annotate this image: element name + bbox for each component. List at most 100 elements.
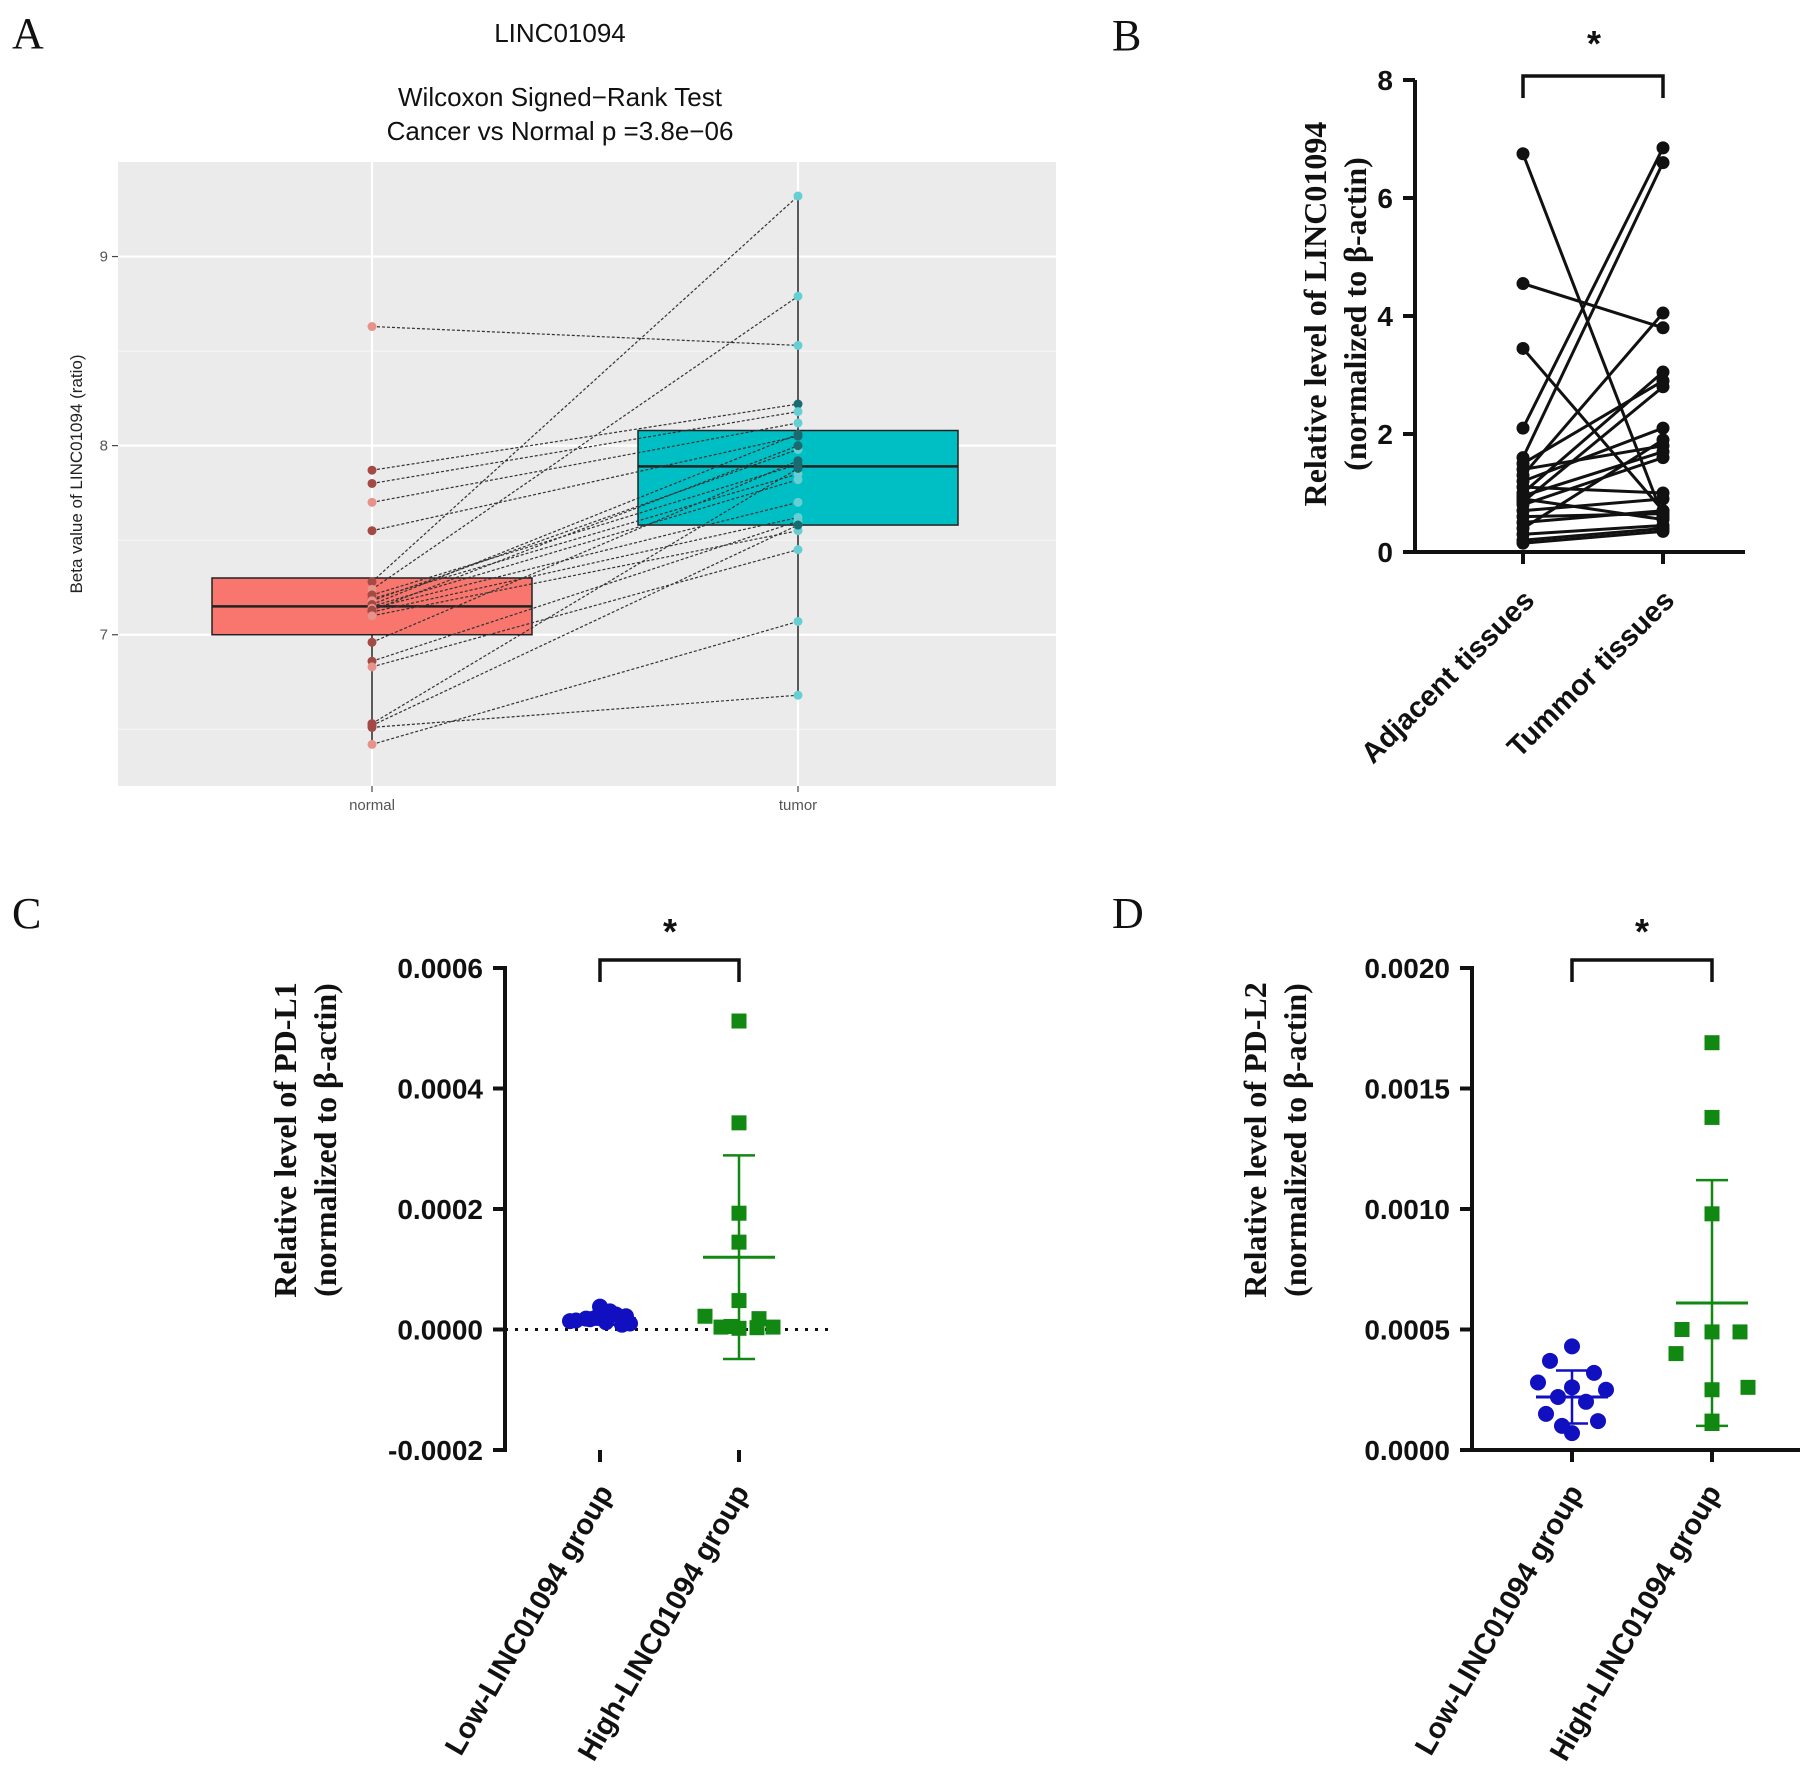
panel-d-y-label-line2: (normalized to β-actin) — [1277, 983, 1313, 1297]
panel-d-y-tick-label-1: 0.0005 — [1364, 1315, 1450, 1346]
panel-b-pair-line-7 — [1521, 312, 1665, 477]
panel-d-bracket — [1570, 958, 1714, 982]
panel-letter-a: A — [12, 9, 44, 58]
panel-b-y-tick-label-2: 4 — [1377, 301, 1393, 332]
panel-d-high-point-7 — [1740, 1379, 1756, 1395]
panel-d-points — [1530, 1035, 1756, 1442]
panel-letter-c: C — [12, 889, 41, 938]
panel-b-tumor-point-8 — [1656, 421, 1670, 435]
panel-a-x-tick-label-0: normal — [349, 797, 395, 814]
panel-b-tumor-point-3 — [1656, 141, 1670, 155]
panel-a-pair-line-6 — [371, 295, 799, 590]
panel-b-pair-line-13 — [1522, 385, 1664, 504]
panel-b-tumor-point-1 — [1656, 321, 1670, 335]
panel-b-pair-line-19 — [1522, 523, 1664, 536]
panel-a-normal-point-5 — [367, 577, 377, 587]
panel-b-adjacent-point-2 — [1516, 341, 1530, 355]
panel-d-low-point-5 — [1598, 1381, 1614, 1398]
panel-a-pair-line-14 — [371, 516, 799, 613]
panel-b-y-label-line2: (normalized to β-actin) — [1337, 157, 1373, 471]
panel-d-low-point-1 — [1542, 1352, 1558, 1369]
panel-a-pair-line-16 — [371, 460, 799, 643]
panel-a-pair-line-7 — [371, 463, 799, 596]
panel-d-high-point-1 — [1704, 1109, 1720, 1125]
panel-b-pair-line-11 — [1522, 450, 1664, 498]
panel-a-pair-line-18 — [371, 549, 799, 668]
panel-a-pair-line-10 — [371, 433, 799, 606]
panel-b-tumor-point-15 — [1656, 492, 1670, 506]
panel-d-low-point-0 — [1564, 1338, 1580, 1355]
panel-b-y-tick-label-0: 0 — [1377, 537, 1393, 568]
panel-b-y-tick-label-1: 2 — [1377, 419, 1393, 450]
panel-a-tumor-point-10 — [793, 429, 803, 439]
panel-b-y-tick-label-4: 8 — [1377, 65, 1393, 96]
panel-a-y-tick-label-1: 8 — [100, 438, 108, 455]
panel-a-normal-point-2 — [367, 478, 377, 488]
panel-a-pair-line-22 — [371, 524, 799, 727]
panel-a-tumor-point-18 — [793, 545, 803, 555]
panel-a-pair-line-1 — [371, 403, 799, 471]
panel-a-normal-point-21 — [367, 739, 377, 749]
panel-a-y-ticks: 7 8 9 — [100, 249, 118, 644]
panel-a-normal-point-0 — [367, 322, 377, 332]
panel-a-tumor-point-13 — [793, 441, 803, 451]
panel-c-y-label-line1: Relative level of PD-L1 — [267, 982, 303, 1297]
panel-d-y-tick-label-2: 0.0010 — [1364, 1194, 1450, 1225]
panel-a-tumor-point-3 — [793, 418, 803, 428]
panel-b-adjacent-point-21 — [1516, 536, 1530, 550]
panel-letter-d: D — [1112, 889, 1144, 938]
panel-a-pair-line-20 — [371, 694, 799, 728]
panel-b-adjacent-point-1 — [1516, 277, 1530, 291]
panel-b-significance-star: * — [1587, 23, 1601, 64]
panel-a-gene-title: LINC01094 — [494, 18, 626, 48]
panel-b-pair-line-4 — [1521, 161, 1665, 459]
panel-b-tumor-point-10 — [1656, 365, 1670, 379]
panel-a-pair-line-15 — [371, 530, 799, 617]
panel-c-error-bars — [564, 1154, 775, 1361]
panel-d-error-bars — [1536, 1178, 1748, 1428]
panel-d-y-tick-label-0: 0.0000 — [1364, 1435, 1450, 1466]
panel-d-low-point-3 — [1530, 1374, 1546, 1391]
panel-b-tumor-point-14 — [1656, 451, 1670, 465]
panel-d-significance-star: * — [1635, 911, 1649, 952]
panel-d-y-tick-label-3: 0.0015 — [1364, 1074, 1450, 1105]
panel-b-y-tick-label-3: 6 — [1377, 183, 1393, 214]
panel-a-normal-point-4 — [367, 526, 377, 536]
panel-a-title: Wilcoxon Signed−Rank Test — [398, 82, 723, 112]
panel-a-subtitle: Cancer vs Normal p =3.8e−06 — [387, 116, 734, 146]
panel-a-pair-line-2 — [371, 411, 799, 485]
panel-a-tumor-point-19 — [793, 463, 803, 473]
panel-a-normal-point-15 — [367, 611, 377, 621]
panel-a-pair-line-4 — [371, 435, 799, 532]
panel-d-low-point-2 — [1586, 1364, 1602, 1381]
panel-b-pair-line-17 — [1522, 509, 1664, 524]
panel-b-pair-line-21 — [1522, 529, 1664, 545]
panel-c-significance-bracket — [598, 958, 741, 982]
panel-a-pair-line-11 — [371, 479, 799, 607]
panel-d-significance-bracket — [1570, 958, 1714, 982]
panel-c-high-point-10 — [765, 1319, 781, 1335]
panel-c-high-point-9 — [749, 1320, 765, 1336]
panel-c-y-tick-label-3: 0.0004 — [397, 1074, 483, 1105]
panel-a-tumor-point-12 — [793, 497, 803, 507]
panel-b-pair-line-10 — [1522, 370, 1664, 495]
panel-d-high-point-0 — [1704, 1035, 1720, 1051]
panel-a-tumor-point-5 — [793, 191, 803, 201]
panel-b-pair-lines — [1521, 147, 1665, 545]
panel-c-y-tick-label-4: 0.0006 — [397, 953, 483, 984]
panel-b-tumor-point-17 — [1656, 504, 1670, 518]
panel-letter-b: B — [1112, 11, 1141, 60]
panel-a-pair-line-19 — [371, 467, 799, 725]
panel-a-normal-point-18 — [367, 662, 377, 672]
panel-b-tumor-point-21 — [1656, 524, 1670, 538]
panel-b-tumor-point-13 — [1656, 380, 1670, 394]
panel-b-tumor-point-4 — [1656, 156, 1670, 170]
panel-a-pair-line-5 — [371, 195, 799, 583]
panel-b-adjacent-point-3 — [1516, 421, 1530, 435]
panel-d-high-point-3 — [1674, 1322, 1690, 1337]
panel-a-pair-line-8 — [371, 473, 799, 600]
panel-a-y-tick-label-2: 9 — [100, 249, 108, 266]
panel-b-pair-line-18 — [1522, 438, 1664, 530]
panel-c-axes: -0.0002 0.0000 0.0002 0.0004 0.0006 — [388, 953, 741, 1466]
